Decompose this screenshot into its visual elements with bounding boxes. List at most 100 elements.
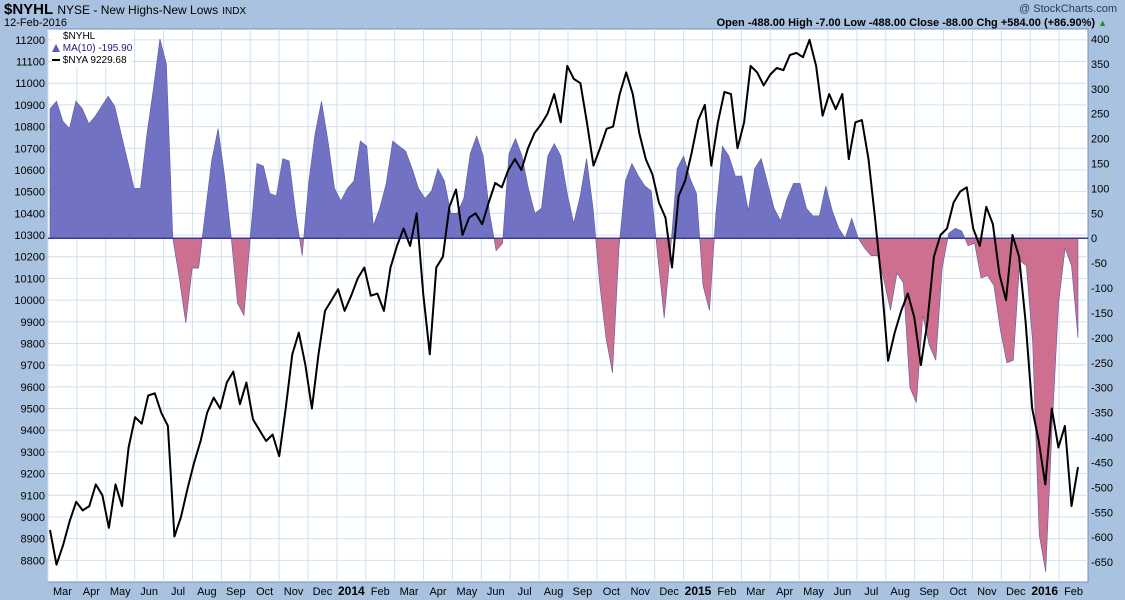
- x-tick-label: Jun: [140, 586, 158, 598]
- ma-positive-region: [249, 158, 300, 239]
- ma-positive-region: [502, 137, 597, 239]
- right-tick-label: -550: [1091, 507, 1113, 519]
- right-tick-label: 50: [1091, 208, 1103, 220]
- right-tick-label: -150: [1091, 308, 1113, 320]
- x-tick-label: Mar: [400, 586, 419, 598]
- x-tick-label: Dec: [313, 586, 333, 598]
- x-tick-label: Apr: [83, 586, 100, 598]
- left-tick-label: 10200: [14, 252, 45, 264]
- legend-ma: MA(10) -195.90: [52, 43, 132, 55]
- x-tick-label: Mar: [746, 586, 765, 598]
- left-tick-label: 9700: [21, 360, 45, 372]
- right-tick-label: -450: [1091, 457, 1113, 469]
- x-tick-label: Aug: [890, 586, 910, 598]
- symbol-exchange: INDX: [222, 6, 247, 17]
- right-tick-label: -250: [1091, 358, 1113, 370]
- x-tick-label: Sep: [226, 586, 246, 598]
- ma-positive-region: [619, 162, 657, 239]
- legend-ma-label: MA(10) -195.90: [62, 43, 133, 54]
- left-tick-label: 10000: [14, 295, 45, 307]
- x-tick-label: 2014: [338, 584, 365, 598]
- nya-swatch-icon: [52, 59, 60, 62]
- x-tick-label: Jul: [171, 586, 185, 598]
- left-tick-label: 9200: [21, 469, 45, 481]
- right-tick-label: -50: [1091, 258, 1107, 270]
- ma-positive-region: [49, 38, 174, 239]
- legend-box: $NYHL MA(10) -195.90 $NYA 9229.68: [52, 31, 133, 67]
- x-tick-label: Sep: [573, 586, 593, 598]
- right-tick-label: -200: [1091, 333, 1113, 345]
- right-axis: 400 350 300 250 200 150 100 50 0 -50 -100 -150 -200 -…: [1091, 34, 1113, 569]
- x-tick-label: Jul: [864, 586, 878, 598]
- symbol-title: $NYHL: [4, 1, 54, 18]
- nya-series-line: [49, 38, 1079, 566]
- ma-swatch-icon: [52, 44, 60, 53]
- nya-line: [49, 38, 1079, 566]
- x-tick-label: Nov: [284, 586, 304, 598]
- left-tick-label: 10500: [14, 187, 45, 199]
- left-tick-label: 9500: [21, 404, 45, 416]
- grid-lines: [47, 29, 1088, 582]
- right-tick-label: -500: [1091, 482, 1113, 494]
- right-tick-label: -300: [1091, 383, 1113, 395]
- left-axis: 8800 8900 9000 9100 9200 9300 9400 9500 9600 9700…: [14, 35, 45, 567]
- header-date: 12-Feb-2016: [4, 17, 67, 29]
- legend-nya: $NYA 9229.68: [52, 55, 132, 67]
- up-arrow-icon: ▲: [1098, 18, 1107, 28]
- left-tick-label: 10400: [14, 208, 45, 220]
- right-tick-label: 100: [1091, 183, 1109, 195]
- left-tick-label: 9600: [21, 382, 45, 394]
- left-tick-label: 9400: [21, 425, 45, 437]
- x-tick-label: Apr: [429, 586, 446, 598]
- x-tick-label: Nov: [630, 586, 650, 598]
- x-tick-label: May: [110, 586, 131, 598]
- x-tick-label: Jun: [834, 586, 852, 598]
- left-tick-label: 9100: [21, 490, 45, 502]
- x-tick-label: Mar: [53, 586, 72, 598]
- x-tick-label: May: [803, 586, 824, 598]
- right-tick-label: 150: [1091, 159, 1109, 171]
- left-tick-label: 10700: [14, 143, 45, 155]
- right-tick-label: 350: [1091, 59, 1109, 71]
- right-tick-label: -600: [1091, 532, 1113, 544]
- x-tick-label: Nov: [977, 586, 997, 598]
- x-tick-label: Dec: [659, 586, 679, 598]
- right-tick-label: -400: [1091, 433, 1113, 445]
- x-tick-label: Feb: [717, 586, 736, 598]
- quote-values: Open -488.00 High -7.00 Low -488.00 Clos…: [716, 17, 1096, 29]
- symbol-description: NYSE - New Highs-New Lows: [57, 3, 219, 17]
- right-tick-label: 400: [1091, 34, 1109, 46]
- right-tick-label: -100: [1091, 283, 1113, 295]
- x-tick-label: Oct: [256, 586, 273, 598]
- x-axis: Mar Apr May Jun Jul Aug Sep Oct Nov Dec 2014 Feb Mar…: [53, 584, 1083, 598]
- x-tick-label: Sep: [919, 586, 939, 598]
- left-tick-label: 10600: [14, 165, 45, 177]
- x-tick-label: Aug: [544, 586, 564, 598]
- left-tick-label: 11200: [15, 35, 45, 47]
- right-tick-label: 200: [1091, 134, 1109, 146]
- x-tick-label: Jul: [518, 586, 532, 598]
- left-tick-label: 8900: [21, 534, 45, 546]
- left-tick-label: 9000: [21, 512, 45, 524]
- ma-positive-region: [303, 101, 495, 239]
- left-tick-label: 10100: [14, 273, 45, 285]
- right-tick-label: 300: [1091, 84, 1109, 96]
- x-tick-label: Dec: [1006, 586, 1026, 598]
- quote-line: Open -488.00 High -7.00 Low -488.00 Clos…: [717, 17, 1107, 29]
- ma-area: [49, 38, 1079, 573]
- left-tick-label: 8800: [21, 555, 45, 567]
- right-tick-label: -350: [1091, 408, 1113, 420]
- ma-positive-region: [713, 145, 859, 239]
- right-tick-label: 0: [1091, 233, 1097, 245]
- ma-negative-region: [964, 237, 1079, 573]
- left-tick-label: 9800: [21, 338, 45, 350]
- legend-nya-label: $NYA 9229.68: [62, 55, 127, 66]
- x-tick-label: May: [456, 586, 477, 598]
- x-tick-label: Oct: [603, 586, 620, 598]
- header-title-row: $NYHL NYSE - New Highs-New Lows INDX: [4, 1, 246, 18]
- left-tick-label: 9900: [21, 317, 45, 329]
- x-tick-label: Jun: [487, 586, 505, 598]
- left-tick-label: 11100: [16, 57, 45, 69]
- left-tick-label: 11000: [15, 78, 45, 90]
